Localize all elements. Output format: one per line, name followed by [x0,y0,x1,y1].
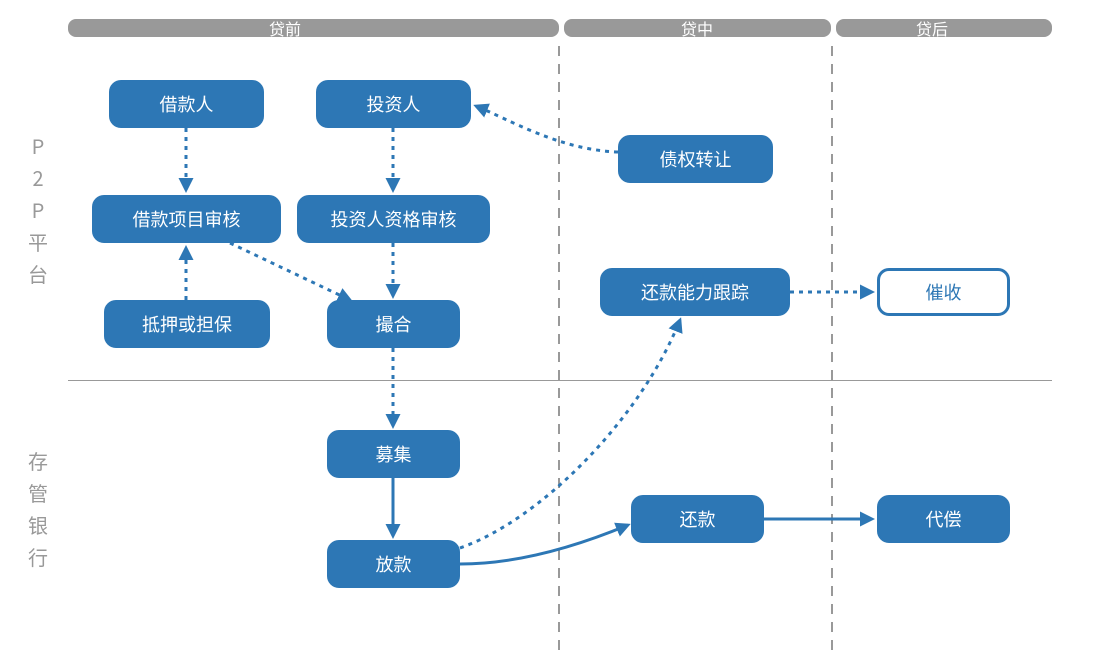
header-label-pre: 贷前 [245,19,325,37]
node-label: 投资人 [367,91,421,117]
node-borrower: 借款人 [109,80,264,128]
header-label-mid: 贷中 [657,19,737,37]
node-label: 募集 [376,441,412,467]
node-investor-review: 投资人资格审核 [297,195,490,243]
node-label: 还款 [680,506,716,532]
node-label: 债权转让 [660,146,732,172]
edge-e6 [476,106,618,152]
node-raise: 募集 [327,430,460,478]
node-track: 还款能力跟踪 [600,268,790,316]
node-label: 放款 [376,551,412,577]
node-collect: 催收 [877,268,1010,316]
node-collateral: 抵押或担保 [104,300,270,348]
header-label-post: 贷后 [892,19,972,37]
node-label: 借款项目审核 [133,206,241,232]
edge-e4 [230,243,350,300]
node-label: 还款能力跟踪 [641,279,749,305]
lane-label-p2p: P2P平台 [26,130,50,290]
node-label: 代偿 [926,506,962,532]
node-repay: 还款 [631,495,764,543]
node-label: 抵押或担保 [142,311,232,337]
lane-label-bank: 存管银行 [26,445,50,573]
diagram-stage: 贷前 贷中 贷后 P2P平台 存管银行 借款人 投资人 借款项目审核 投资人资格… [0,0,1101,669]
node-compensate: 代偿 [877,495,1010,543]
node-label: 借款人 [160,91,214,117]
node-disburse: 放款 [327,540,460,588]
node-loan-review: 借款项目审核 [92,195,281,243]
node-match: 撮合 [327,300,460,348]
node-label: 撮合 [376,311,412,337]
node-label: 投资人资格审核 [331,206,457,232]
node-transfer: 债权转让 [618,135,773,183]
edge-e10 [460,525,628,564]
node-investor: 投资人 [316,80,471,128]
lane-divider [68,380,1052,381]
node-label: 催收 [926,279,962,305]
